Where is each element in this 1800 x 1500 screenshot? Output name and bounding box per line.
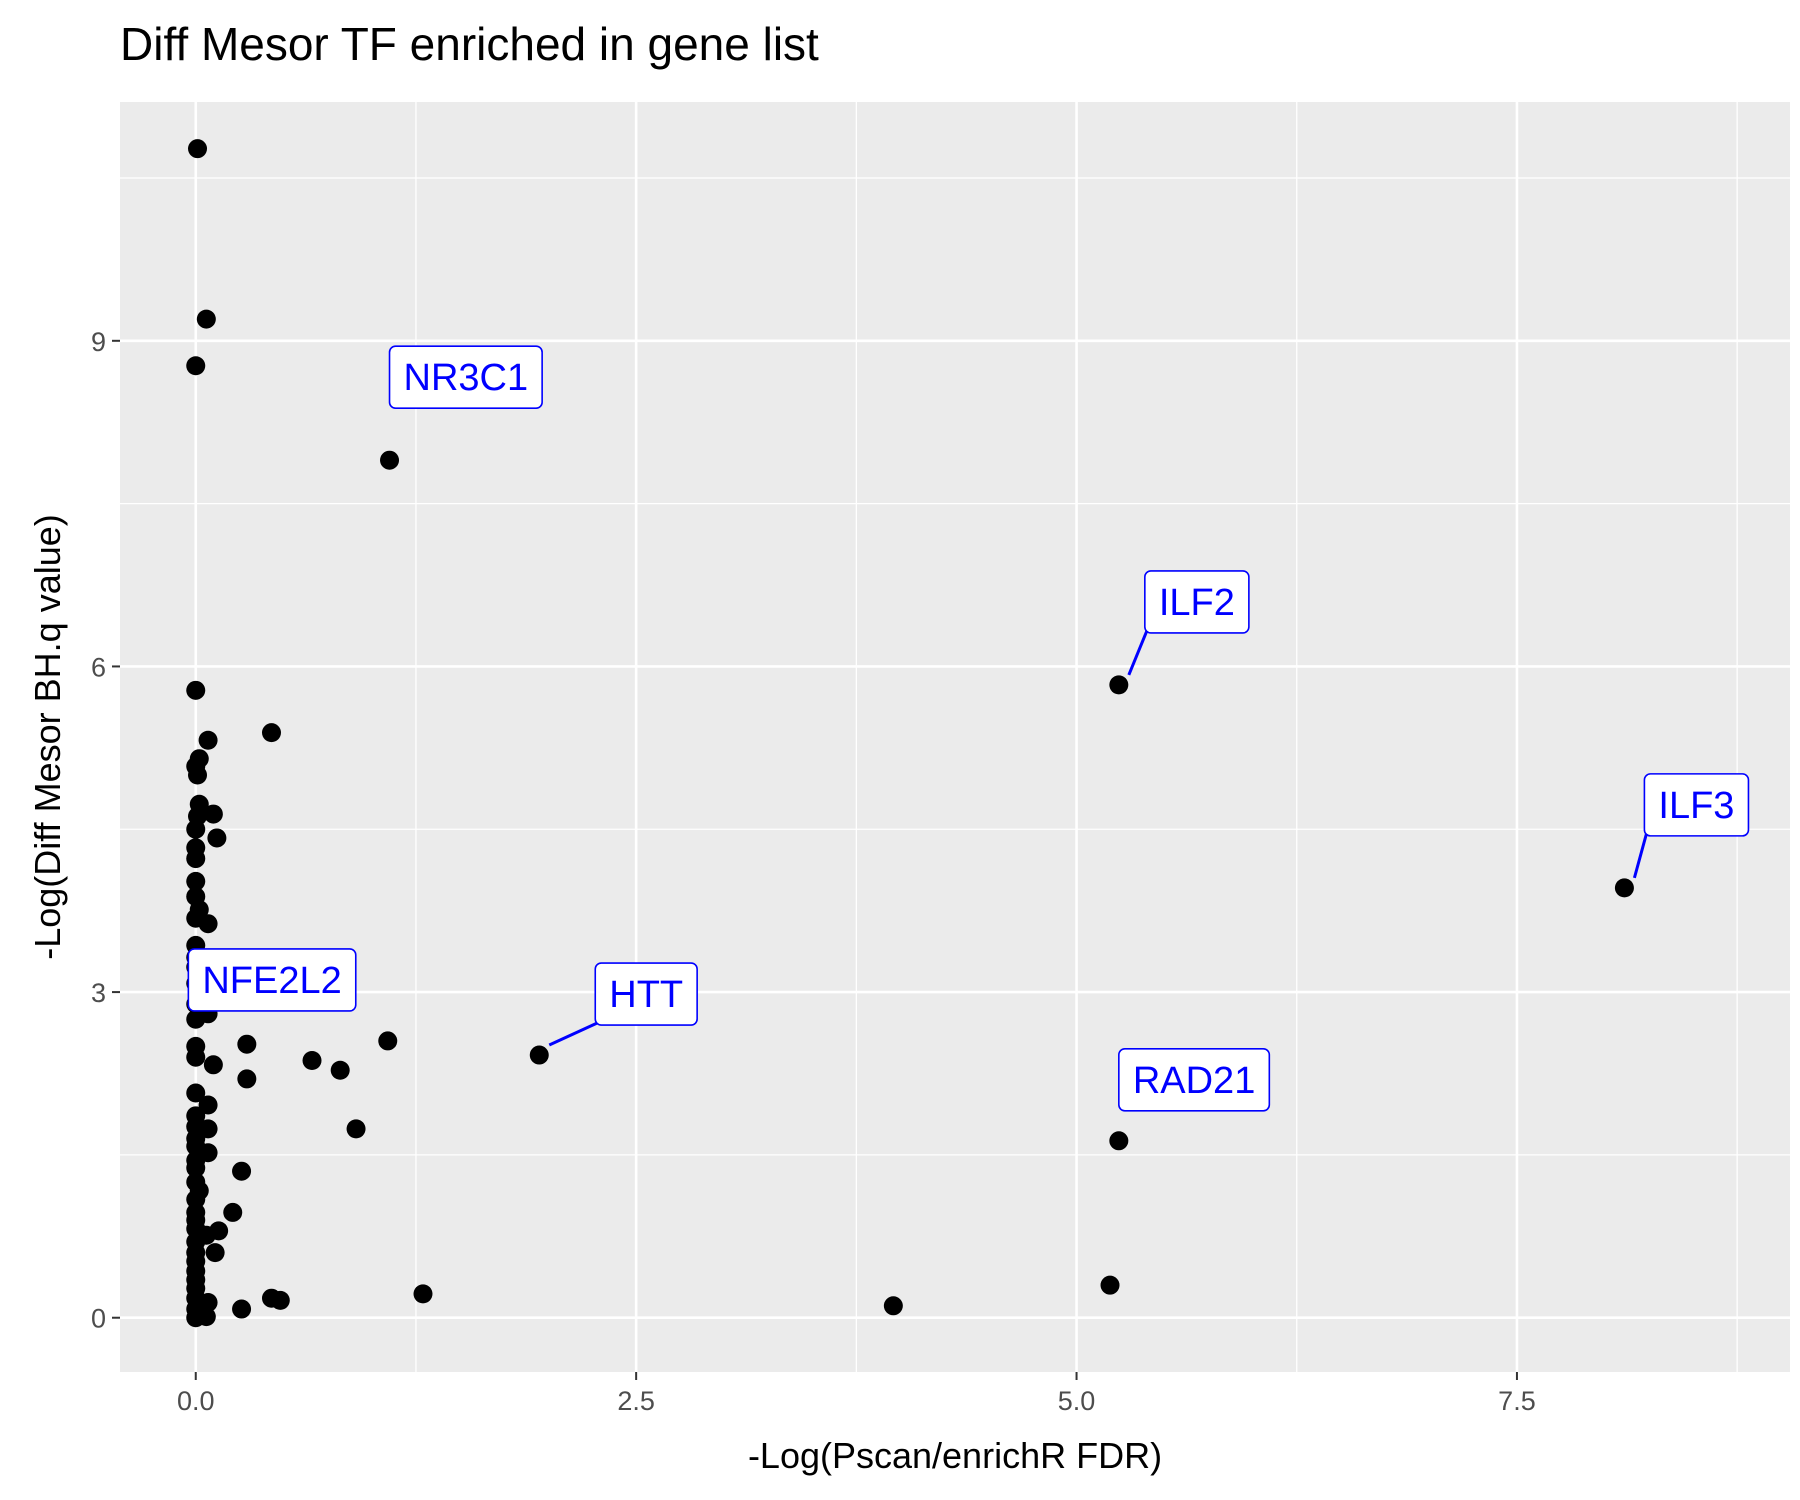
data-point [198,730,218,750]
x-axis-ticks: 0.0 2.5 5.0 7.5 [177,1372,1536,1416]
data-point [413,1284,433,1304]
data-point [188,139,208,159]
data-point [237,1034,257,1054]
data-point [186,1189,206,1209]
data-point [186,819,206,839]
plot-panel [120,102,1790,1372]
point-label-ilf2: ILF2 [1127,570,1250,676]
label-leader-line [548,1021,598,1047]
y-tick-label: 0 [91,1304,106,1334]
data-point [1614,878,1634,898]
point-label-text: HTT [609,974,683,1016]
point-label-ilf3: ILF3 [1632,773,1750,879]
data-point [186,871,206,891]
data-point [186,1009,206,1029]
data-point [186,1158,206,1178]
data-point [186,1308,206,1328]
data-point [302,1050,322,1070]
point-label-htt: HTT [548,962,698,1047]
label-leader-line [1127,630,1149,676]
data-point [1100,1275,1120,1295]
x-tick-label: 5.0 [1058,1386,1096,1416]
data-point [198,914,218,934]
point-label-nr3c1: NR3C1 [388,345,543,410]
label-box [388,345,543,410]
data-point [237,1069,257,1089]
data-point [207,828,227,848]
data-point [232,1299,252,1319]
label-box [1144,570,1250,634]
label-box [1643,773,1750,837]
x-tick-label: 7.5 [1498,1386,1536,1416]
data-point [198,1095,218,1115]
data-point [223,1202,243,1222]
label-box [594,962,698,1026]
data-point [205,1243,225,1263]
x-tick-label: 2.5 [617,1386,655,1416]
point-label-text: RAD21 [1133,1060,1256,1102]
data-point [378,1031,398,1051]
data-point [380,450,400,470]
y-tick-label: 3 [91,978,106,1008]
data-point [203,804,223,824]
y-tick-label: 6 [91,652,106,682]
data-point [346,1119,366,1139]
data-point [270,1290,290,1310]
data-point [186,849,206,869]
chart-title: Diff Mesor TF enriched in gene list [120,18,819,70]
data-point [529,1045,549,1065]
y-axis-ticks: 0 3 6 9 [91,327,120,1334]
data-point [186,1047,206,1067]
data-point [186,1083,206,1103]
y-axis-title: -Log(Diff Mesor BH.q value) [27,514,68,960]
data-point [203,1055,223,1075]
data-point [186,356,206,376]
point-label-nfe2l2: NFE2L2 [187,948,357,1012]
point-label-text: ILF2 [1159,582,1235,624]
data-point [261,723,281,743]
major-gridlines [120,102,1790,1372]
data-point [330,1060,350,1080]
point-labels: NR3C1 ILF2 ILF3 NFE2L2 HTT RAD21 [187,345,1750,1112]
data-point [186,680,206,700]
label-leader-line [1632,833,1648,879]
data-point [1109,1131,1129,1151]
x-tick-label: 0.0 [177,1386,215,1416]
minor-gridlines [120,102,1790,1372]
point-label-rad21: RAD21 [1118,1047,1271,1112]
data-point [883,1296,903,1316]
data-point [1109,675,1129,695]
label-box [1118,1047,1271,1112]
data-point [232,1161,252,1181]
point-label-text: ILF3 [1658,785,1734,827]
y-tick-label: 9 [91,327,106,357]
x-axis-title: -Log(Pscan/enrichR FDR) [748,1435,1162,1476]
data-point [196,309,216,329]
point-label-text: NR3C1 [404,357,529,399]
data-point [188,765,208,785]
point-label-text: NFE2L2 [202,960,341,1002]
label-box [187,948,357,1012]
